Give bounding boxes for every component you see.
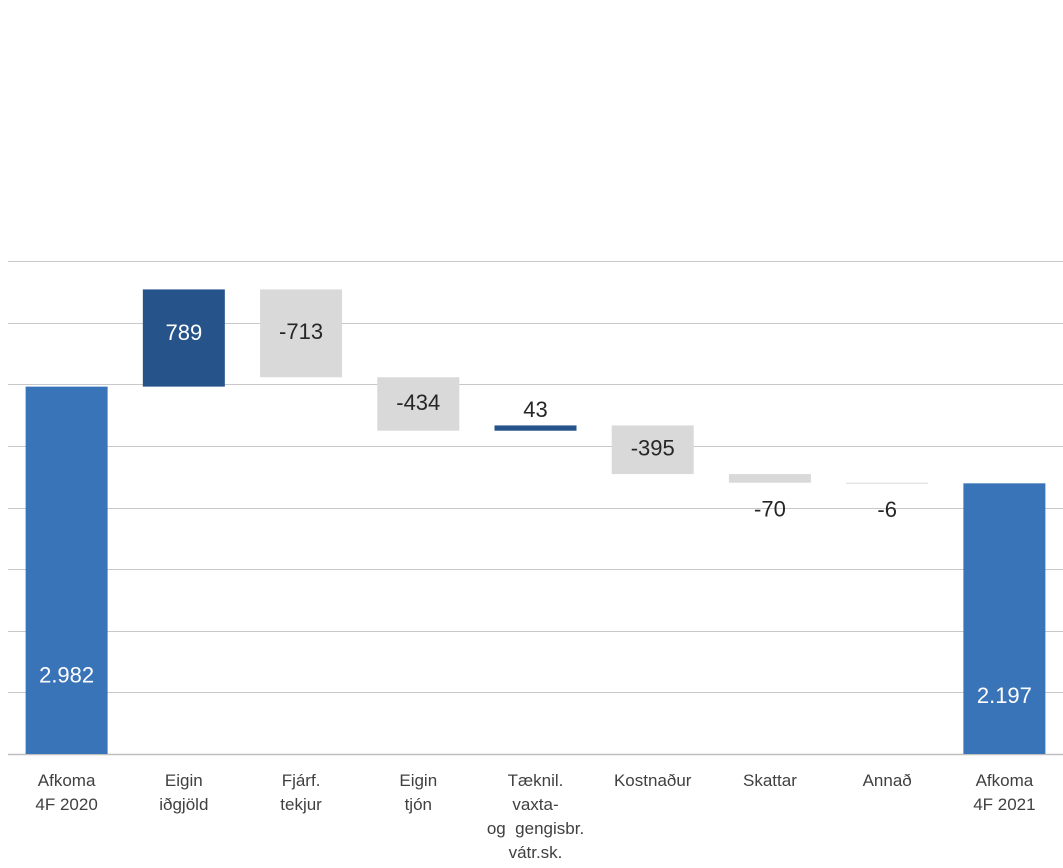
category-label-5: Tæknil. vaxta-og gengisbr. vátr.sk. xyxy=(487,771,584,862)
bar-6 xyxy=(611,425,694,475)
data-labels: 2.982 789 -713 -434 43 -395 -70 -6 2.197 xyxy=(39,319,1032,708)
bars xyxy=(25,289,1046,754)
bar-3 xyxy=(260,289,343,378)
category-label-line: tjón xyxy=(405,795,432,814)
category-label-line: Eigin xyxy=(399,771,437,790)
category-label-line: Afkoma xyxy=(976,771,1034,790)
bar-8 xyxy=(846,482,929,484)
data-label-5: 43 xyxy=(523,397,547,422)
category-label-1: Afkoma 4F 2020 xyxy=(35,771,97,814)
data-label-2: 789 xyxy=(165,320,202,345)
data-label-4: -434 xyxy=(396,390,440,415)
category-label-9: Afkoma 4F 2021 xyxy=(973,771,1035,814)
category-label-8: Annað xyxy=(863,771,912,790)
data-label-8: -6 xyxy=(877,497,897,522)
data-label-9: 2.197 xyxy=(977,683,1032,708)
data-label-7: -70 xyxy=(754,497,786,522)
category-label-line: iðgjöld xyxy=(159,795,208,814)
category-label-line: Annað xyxy=(863,771,912,790)
category-label-line: 4F 2021 xyxy=(973,795,1035,814)
category-label-line: og gengisbr. xyxy=(487,819,584,838)
category-label-line: Skattar xyxy=(743,771,797,790)
data-label-6: -395 xyxy=(631,436,675,461)
category-label-line: 4F 2020 xyxy=(35,795,97,814)
bar-1 xyxy=(25,386,108,754)
category-label-6: Kostnaður xyxy=(614,771,692,790)
category-label-3: Fjárf. tekjur xyxy=(280,771,322,814)
category-label-line: vátr.sk. xyxy=(509,843,563,862)
category-label-line: Eigin xyxy=(165,771,203,790)
category-label-2: Eigin iðgjöld xyxy=(159,771,208,814)
data-label-1: 2.982 xyxy=(39,663,94,688)
category-label-line: vaxta- xyxy=(512,795,558,814)
category-label-line: Fjárf. xyxy=(282,771,321,790)
category-label-line: tekjur xyxy=(280,795,322,814)
category-label-line: Afkoma xyxy=(38,771,96,790)
bar-5 xyxy=(494,425,577,431)
category-label-7: Skattar xyxy=(743,771,797,790)
category-labels: Afkoma 4F 2020 Eigin iðgjöld Fjárf. tekjur Eig… xyxy=(35,771,1035,862)
category-label-4: Eigin tjón xyxy=(399,771,437,814)
bar-2 xyxy=(142,289,225,387)
data-label-3: -713 xyxy=(279,319,323,344)
bar-9 xyxy=(963,483,1046,754)
category-label-line: Tæknil. xyxy=(508,771,564,790)
bar-7 xyxy=(728,474,811,483)
bar-4 xyxy=(377,377,460,431)
category-label-line: Kostnaður xyxy=(614,771,692,790)
